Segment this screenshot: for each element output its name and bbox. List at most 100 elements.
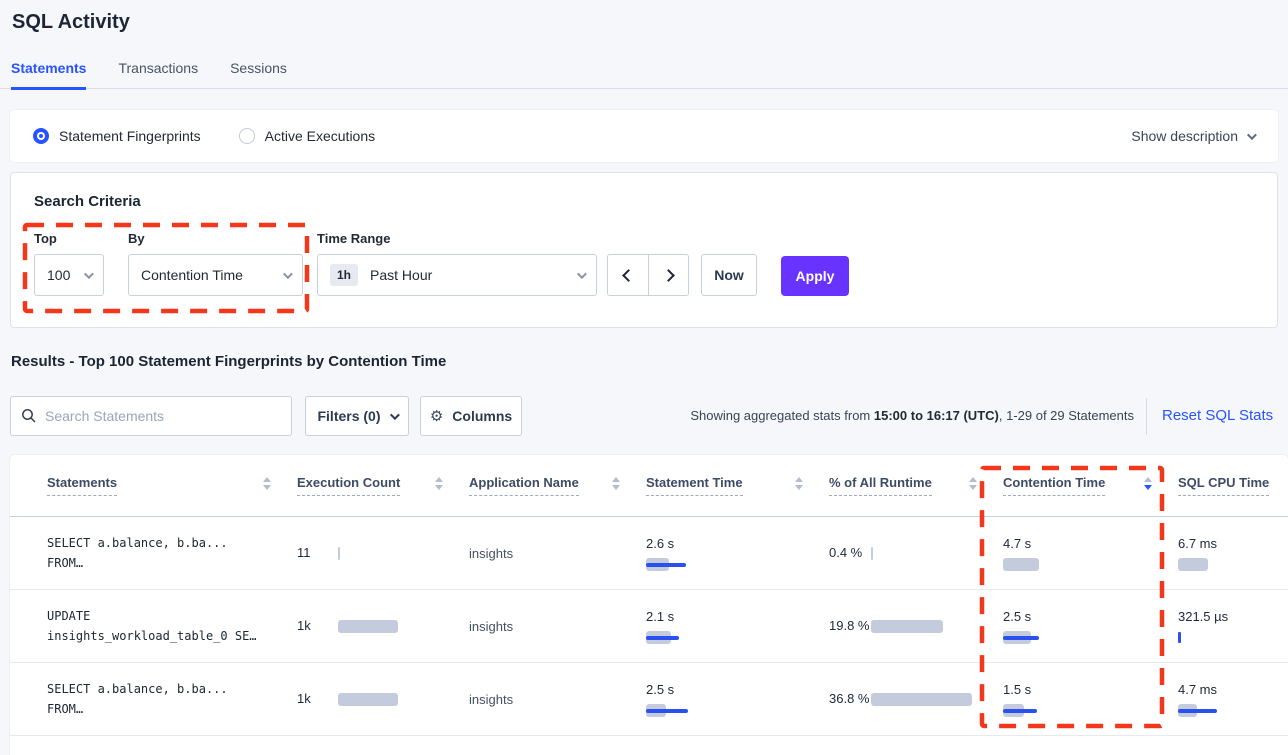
column-header-label: Application Name xyxy=(469,475,579,496)
pct-runtime-value: 36.8 % xyxy=(829,690,870,706)
column-header-label: Statements xyxy=(47,475,118,496)
contention-time-cell: 1.5 s xyxy=(1003,681,1178,718)
now-button[interactable]: Now xyxy=(701,254,757,296)
bar-chart xyxy=(1003,558,1178,572)
tab-statements[interactable]: Statements xyxy=(11,60,87,90)
bar-chart xyxy=(338,692,469,706)
gear-icon: ⚙ xyxy=(429,407,444,425)
next-time-button[interactable] xyxy=(648,255,688,295)
bar-chart xyxy=(871,619,1003,633)
column-header[interactable]: Contention Time xyxy=(1003,475,1178,496)
bar-chart xyxy=(871,692,1003,706)
chevron-down-icon xyxy=(83,268,94,279)
page-title: SQL Activity xyxy=(12,11,130,33)
contention-time-value: 2.5 s xyxy=(1003,608,1032,624)
table-row: UPDATE insights_workload_table_0 SE… 1k … xyxy=(10,590,1288,663)
columns-button[interactable]: ⚙ Columns xyxy=(420,396,522,436)
execution-count-cell: 11 xyxy=(297,544,469,563)
execution-count-cell: 1k xyxy=(297,617,469,636)
bar-chart xyxy=(646,631,829,645)
prev-time-button[interactable] xyxy=(608,255,648,295)
statement-time-cell: 2.6 s xyxy=(646,535,829,572)
sql-cpu-time-cell: 321.5 µs xyxy=(1178,608,1288,645)
bar-chart xyxy=(646,704,829,718)
search-input[interactable] xyxy=(45,408,281,424)
sort-icon xyxy=(969,477,977,490)
tab-transactions[interactable]: Transactions xyxy=(118,60,199,76)
filters-label: Filters (0) xyxy=(317,408,381,424)
bar-chart xyxy=(1178,558,1288,572)
tab-sessions[interactable]: Sessions xyxy=(230,60,287,76)
column-header-label: SQL CPU Time xyxy=(1178,475,1270,496)
filters-button[interactable]: Filters (0) xyxy=(305,396,409,436)
time-range-select[interactable]: 1h Past Hour xyxy=(317,254,597,296)
statement-text-line1: UPDATE xyxy=(47,609,91,623)
column-header[interactable]: % of All Runtime xyxy=(829,475,1003,496)
statement-link[interactable]: UPDATE insights_workload_table_0 SE… xyxy=(47,606,297,646)
by-label: By xyxy=(128,231,145,246)
search-icon xyxy=(22,409,36,423)
statement-link[interactable]: SELECT a.balance, b.ba... FROM… xyxy=(47,679,297,719)
statement-time-value: 2.6 s xyxy=(646,535,675,551)
pct-runtime-cell: 0.4 % xyxy=(829,544,1003,563)
top-select[interactable]: 100 xyxy=(34,254,104,296)
reset-sql-stats-link[interactable]: Reset SQL Stats xyxy=(1162,407,1274,424)
aggregated-stats-text: Showing aggregated stats from 15:00 to 1… xyxy=(690,408,1134,423)
time-range-label: Time Range xyxy=(317,231,391,246)
time-range-field-group: Time Range 1h Past Hour xyxy=(317,231,597,296)
chevron-down-icon xyxy=(282,268,293,279)
by-select-value: Contention Time xyxy=(141,267,243,283)
sort-icon xyxy=(795,477,803,490)
by-select[interactable]: Contention Time xyxy=(128,254,303,296)
statement-time-cell: 2.5 s xyxy=(646,681,829,718)
chevron-left-icon xyxy=(621,268,635,282)
column-header-label: Execution Count xyxy=(297,475,401,496)
bar-chart xyxy=(338,619,469,633)
show-description-label: Show description xyxy=(1131,128,1238,144)
application-name-value: insights xyxy=(469,618,514,634)
sort-icon xyxy=(612,477,620,490)
statement-time-value: 2.1 s xyxy=(646,608,675,624)
application-name-value: insights xyxy=(469,545,514,561)
radio-unselected-icon[interactable] xyxy=(238,128,255,144)
sql-cpu-time-value: 4.7 ms xyxy=(1178,681,1218,697)
radio-active-executions[interactable]: Active Executions xyxy=(238,128,376,144)
statement-time-cell: 2.1 s xyxy=(646,608,829,645)
radio-statement-fingerprints[interactable]: Statement Fingerprints xyxy=(33,128,201,144)
chevron-right-icon xyxy=(662,268,675,282)
stats-time-range: 15:00 to 16:17 (UTC) xyxy=(873,408,999,423)
tab-bar: Statements Transactions Sessions xyxy=(11,60,287,90)
bar-chart xyxy=(1178,704,1288,718)
top-label: Top xyxy=(34,231,57,246)
column-header[interactable]: Statement Time xyxy=(646,475,829,496)
statement-text-line1: SELECT a.balance, b.ba... xyxy=(47,536,228,550)
radio-label: Statement Fingerprints xyxy=(59,128,201,144)
time-nav-group xyxy=(607,254,689,296)
radio-selected-icon[interactable] xyxy=(33,128,49,144)
vertical-divider xyxy=(1146,398,1147,435)
column-header[interactable]: Statements xyxy=(47,475,297,496)
statement-link[interactable]: SELECT a.balance, b.ba... FROM… xyxy=(47,533,297,573)
column-header-label: % of All Runtime xyxy=(829,475,932,496)
column-header[interactable]: Execution Count xyxy=(297,475,469,496)
sort-icon xyxy=(1144,477,1152,490)
tabs-divider xyxy=(0,88,1288,89)
application-name-value: insights xyxy=(469,691,514,707)
pct-runtime-value: 0.4 % xyxy=(829,544,863,560)
search-criteria-heading: Search Criteria xyxy=(34,193,141,210)
statement-time-value: 2.5 s xyxy=(646,681,675,697)
statement-search-box[interactable] xyxy=(10,396,292,436)
radio-label: Active Executions xyxy=(264,128,376,144)
contention-time-value: 1.5 s xyxy=(1003,681,1032,697)
sql-cpu-time-value: 6.7 ms xyxy=(1178,535,1218,551)
sql-cpu-time-cell: 4.7 ms xyxy=(1178,681,1288,718)
column-header[interactable]: SQL CPU Time xyxy=(1178,475,1288,496)
contention-time-value: 4.7 s xyxy=(1003,535,1032,551)
apply-button[interactable]: Apply xyxy=(781,256,849,296)
column-header[interactable]: Application Name xyxy=(469,475,646,496)
pct-runtime-value: 19.8 % xyxy=(829,617,870,633)
sql-cpu-time-cell: 6.7 ms xyxy=(1178,535,1288,572)
chevron-down-icon xyxy=(389,409,400,420)
statement-text-line1: SELECT a.balance, b.ba... xyxy=(47,682,228,696)
show-description-toggle[interactable]: Show description xyxy=(1131,128,1257,144)
